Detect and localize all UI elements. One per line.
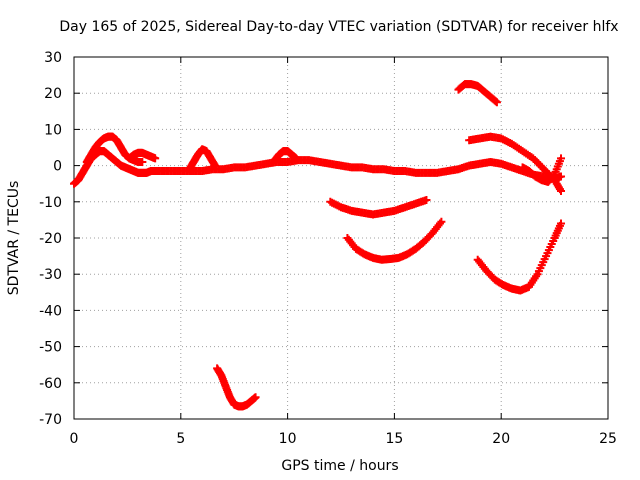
x-tick-label: 10	[279, 431, 297, 447]
y-tick-label: -40	[39, 303, 62, 319]
series-arc-6h	[185, 145, 219, 174]
x-axis-label: GPS time / hours	[281, 458, 398, 474]
series-arc-1	[213, 364, 260, 411]
series-arc-morning-bump	[125, 148, 160, 163]
data-point-marker	[422, 195, 431, 204]
data-point-marker	[557, 154, 566, 163]
y-tick-label: -60	[39, 376, 62, 392]
data-points	[70, 80, 566, 411]
series-arc-2	[326, 195, 431, 219]
y-tick-label: -20	[39, 231, 62, 247]
series-arc-7	[518, 154, 566, 186]
y-tick-label: 20	[44, 86, 62, 102]
y-tick-label: -50	[39, 340, 62, 356]
data-point-marker	[557, 186, 566, 195]
y-tick-label: 10	[44, 122, 62, 138]
y-tick-label: -70	[39, 412, 62, 428]
data-point-marker	[557, 219, 566, 228]
data-point-marker	[151, 154, 160, 163]
data-point-marker	[557, 172, 566, 181]
data-point-marker	[292, 154, 301, 163]
y-tick-label: 0	[53, 159, 62, 175]
grid-lines	[74, 57, 608, 419]
chart-title: Day 165 of 2025, Sidereal Day-to-day VTE…	[59, 19, 618, 35]
x-tick-label: 20	[492, 431, 510, 447]
y-tick-label: 30	[44, 50, 62, 66]
y-tick-label: -10	[39, 195, 62, 211]
data-point-marker	[138, 157, 147, 166]
y-axis-label: SDTVAR / TECUs	[6, 181, 22, 296]
series-arc-5	[465, 132, 566, 195]
series-arc-main	[70, 147, 566, 188]
series-arc-3	[343, 217, 446, 264]
axis-ticks: 0 5 10 15 20 25 -70 -60 -50 -40 -30 -20 -10 0 10 20 30	[39, 50, 617, 447]
series-arc-6	[473, 219, 566, 295]
data-point-marker	[210, 161, 219, 170]
data-point-marker	[437, 217, 446, 226]
x-tick-label: 0	[70, 431, 79, 447]
series-arc-10h	[270, 147, 301, 165]
x-tick-label: 15	[385, 431, 403, 447]
data-point-marker	[251, 393, 260, 402]
y-tick-label: -30	[39, 267, 62, 283]
series-arc-4	[454, 80, 501, 107]
x-tick-label: 25	[599, 431, 617, 447]
data-point-marker	[492, 98, 501, 107]
x-tick-label: 5	[176, 431, 185, 447]
